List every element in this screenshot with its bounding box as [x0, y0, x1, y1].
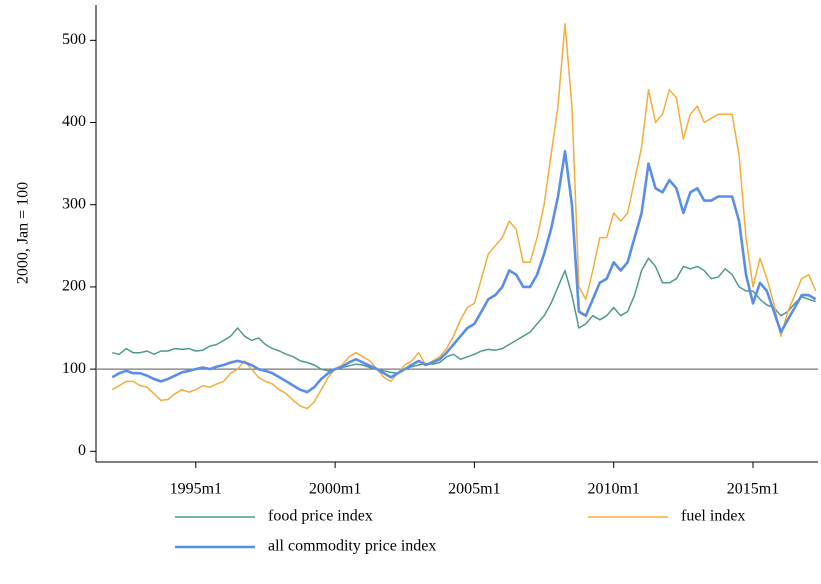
- x-tick-label: 2015m1: [727, 481, 779, 498]
- y-axis-label: 2000, Jan = 100: [15, 182, 32, 284]
- x-tick-label: 1995m1: [170, 481, 222, 498]
- series-line: [112, 257, 816, 374]
- series-line: [111, 150, 817, 394]
- y-tick-label: 200: [62, 278, 86, 295]
- legend-label: food price index: [268, 508, 373, 525]
- x-tick-label: 2000m1: [309, 481, 361, 498]
- y-tick-label: 0: [78, 442, 86, 459]
- y-tick-label: 100: [62, 360, 86, 377]
- x-tick-label: 2010m1: [587, 481, 639, 498]
- y-tick-label: 400: [62, 113, 86, 130]
- y-tick-label: 500: [62, 31, 86, 48]
- y-tick-label: 300: [62, 195, 86, 212]
- series-line: [111, 23, 817, 410]
- legend-label: all commodity price index: [268, 538, 436, 555]
- x-tick-label: 2005m1: [448, 481, 500, 498]
- legend-label: fuel index: [681, 508, 745, 525]
